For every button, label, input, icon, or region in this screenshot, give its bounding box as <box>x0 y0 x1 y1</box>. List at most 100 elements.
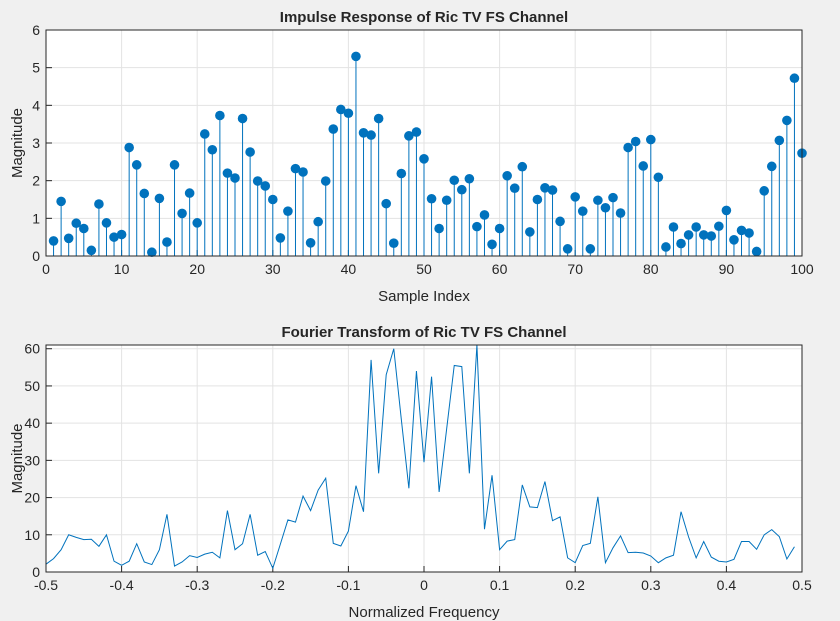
stem-marker <box>215 110 225 121</box>
stem-marker <box>540 183 550 193</box>
stem-marker <box>109 232 119 242</box>
stem-marker <box>101 218 112 228</box>
stem-marker <box>736 225 747 236</box>
x-tick-label: 0 <box>42 261 50 277</box>
stem-marker <box>570 192 580 202</box>
stem-marker <box>245 147 255 157</box>
stem-marker <box>290 163 301 174</box>
y-tick-label: 2 <box>32 173 40 189</box>
y-tick-label: 0 <box>32 564 40 580</box>
stem-marker <box>131 160 142 170</box>
x-tick-label: 20 <box>189 261 205 277</box>
stem-marker <box>532 194 543 205</box>
line-marks <box>45 344 795 570</box>
y-tick-label: 4 <box>32 97 40 113</box>
stem-marker <box>237 113 248 124</box>
chart-title: Fourier Transform of Ric TV FS Channel <box>281 324 566 341</box>
stem-marks <box>48 51 807 258</box>
y-tick-label: 20 <box>24 490 40 506</box>
y-tick-label: 10 <box>24 527 40 543</box>
stem-marker <box>230 173 240 183</box>
stem-marker <box>479 210 490 220</box>
stem-marker <box>404 131 414 141</box>
y-tick-label: 0 <box>32 248 40 264</box>
x-tick-label: 0 <box>420 577 428 593</box>
stem-marker <box>426 193 437 204</box>
stem-marker <box>328 124 339 134</box>
stem-marker <box>116 229 127 240</box>
x-tick-label: 50 <box>416 261 432 277</box>
stem-marker <box>434 223 444 234</box>
stem-marker <box>630 136 641 147</box>
stem-marker <box>661 242 671 252</box>
x-axis-label: Sample Index <box>378 288 470 305</box>
x-tick-label: 0.1 <box>490 577 510 593</box>
y-axis-label: Magnitude <box>9 108 26 178</box>
stem-marker <box>56 196 66 207</box>
stem-marker <box>751 246 762 257</box>
stem-marker <box>714 221 724 232</box>
x-tick-label: 70 <box>567 261 583 277</box>
stem-marker <box>373 113 384 124</box>
stem-marker <box>449 175 460 186</box>
y-tick-label: 60 <box>24 341 40 357</box>
stem-marker <box>396 168 407 179</box>
x-tick-label: 60 <box>492 261 508 277</box>
x-tick-label: 0.5 <box>792 577 812 593</box>
stem-marker <box>646 134 656 145</box>
stem-marker <box>721 205 732 216</box>
stem-marker <box>683 230 694 240</box>
y-tick-label: 40 <box>24 415 40 431</box>
impulse-response-axes[interactable]: 0 10 20 30 40 50 60 70 80 90 100 0 1 2 3 4 5 6 Impulse R… <box>9 9 814 305</box>
x-tick-label: 90 <box>719 261 735 277</box>
y-tick-label: 30 <box>24 452 40 468</box>
stem-marker <box>585 244 596 254</box>
stem-marker <box>766 161 777 172</box>
fourier-transform-axes[interactable]: -0.5 -0.4 -0.3 -0.2 -0.1 0 0.1 0.2 0.3 0.4 0.5 0 10… <box>9 324 812 621</box>
stem-marker <box>252 176 263 186</box>
stem-marker <box>222 168 233 178</box>
x-tick-label: 40 <box>341 261 357 277</box>
stem-marker <box>298 167 308 177</box>
stem-marker <box>494 223 505 234</box>
stem-marker <box>94 199 104 209</box>
stem-marker <box>184 188 195 198</box>
y-tick-label: 50 <box>24 378 40 394</box>
stem-marker <box>600 202 611 213</box>
stem-marker <box>283 206 293 216</box>
stem-marker <box>744 228 754 238</box>
stem-marker <box>199 129 210 139</box>
y-tick-label: 3 <box>32 135 40 151</box>
stem-marker <box>555 216 565 227</box>
stem-marker <box>562 244 573 254</box>
x-tick-label: 0.3 <box>641 577 661 593</box>
stem-marker <box>676 238 686 249</box>
stem-marker <box>517 161 528 172</box>
stem-marker <box>79 223 89 234</box>
stem-marker <box>320 176 331 186</box>
x-tick-label: -0.5 <box>34 577 58 593</box>
stem-marker <box>358 128 369 138</box>
stem-marker <box>124 142 134 153</box>
stem-marker <box>139 188 150 199</box>
x-tick-label: 100 <box>790 261 814 277</box>
y-tick-label: 1 <box>32 210 40 226</box>
stem-marker <box>169 160 180 170</box>
x-tick-label: 80 <box>643 261 659 277</box>
series-line <box>45 344 795 570</box>
x-tick-label: -0.2 <box>261 577 285 593</box>
stem-marker <box>343 108 354 119</box>
stem-marker <box>698 230 709 240</box>
x-tick-label: 10 <box>114 261 130 277</box>
stem-marker <box>275 233 286 243</box>
y-tick-labels: 0 1 2 3 4 5 6 <box>32 22 40 264</box>
stem-marker <box>457 184 467 195</box>
stem-marker <box>525 227 535 237</box>
stem-marker <box>615 208 626 218</box>
stem-marker <box>313 216 323 227</box>
stem-marker <box>608 192 618 203</box>
stem-marker <box>419 154 429 164</box>
x-tick-labels: 0 10 20 30 40 50 60 70 80 90 100 <box>42 261 814 277</box>
stem-marker <box>177 208 187 219</box>
